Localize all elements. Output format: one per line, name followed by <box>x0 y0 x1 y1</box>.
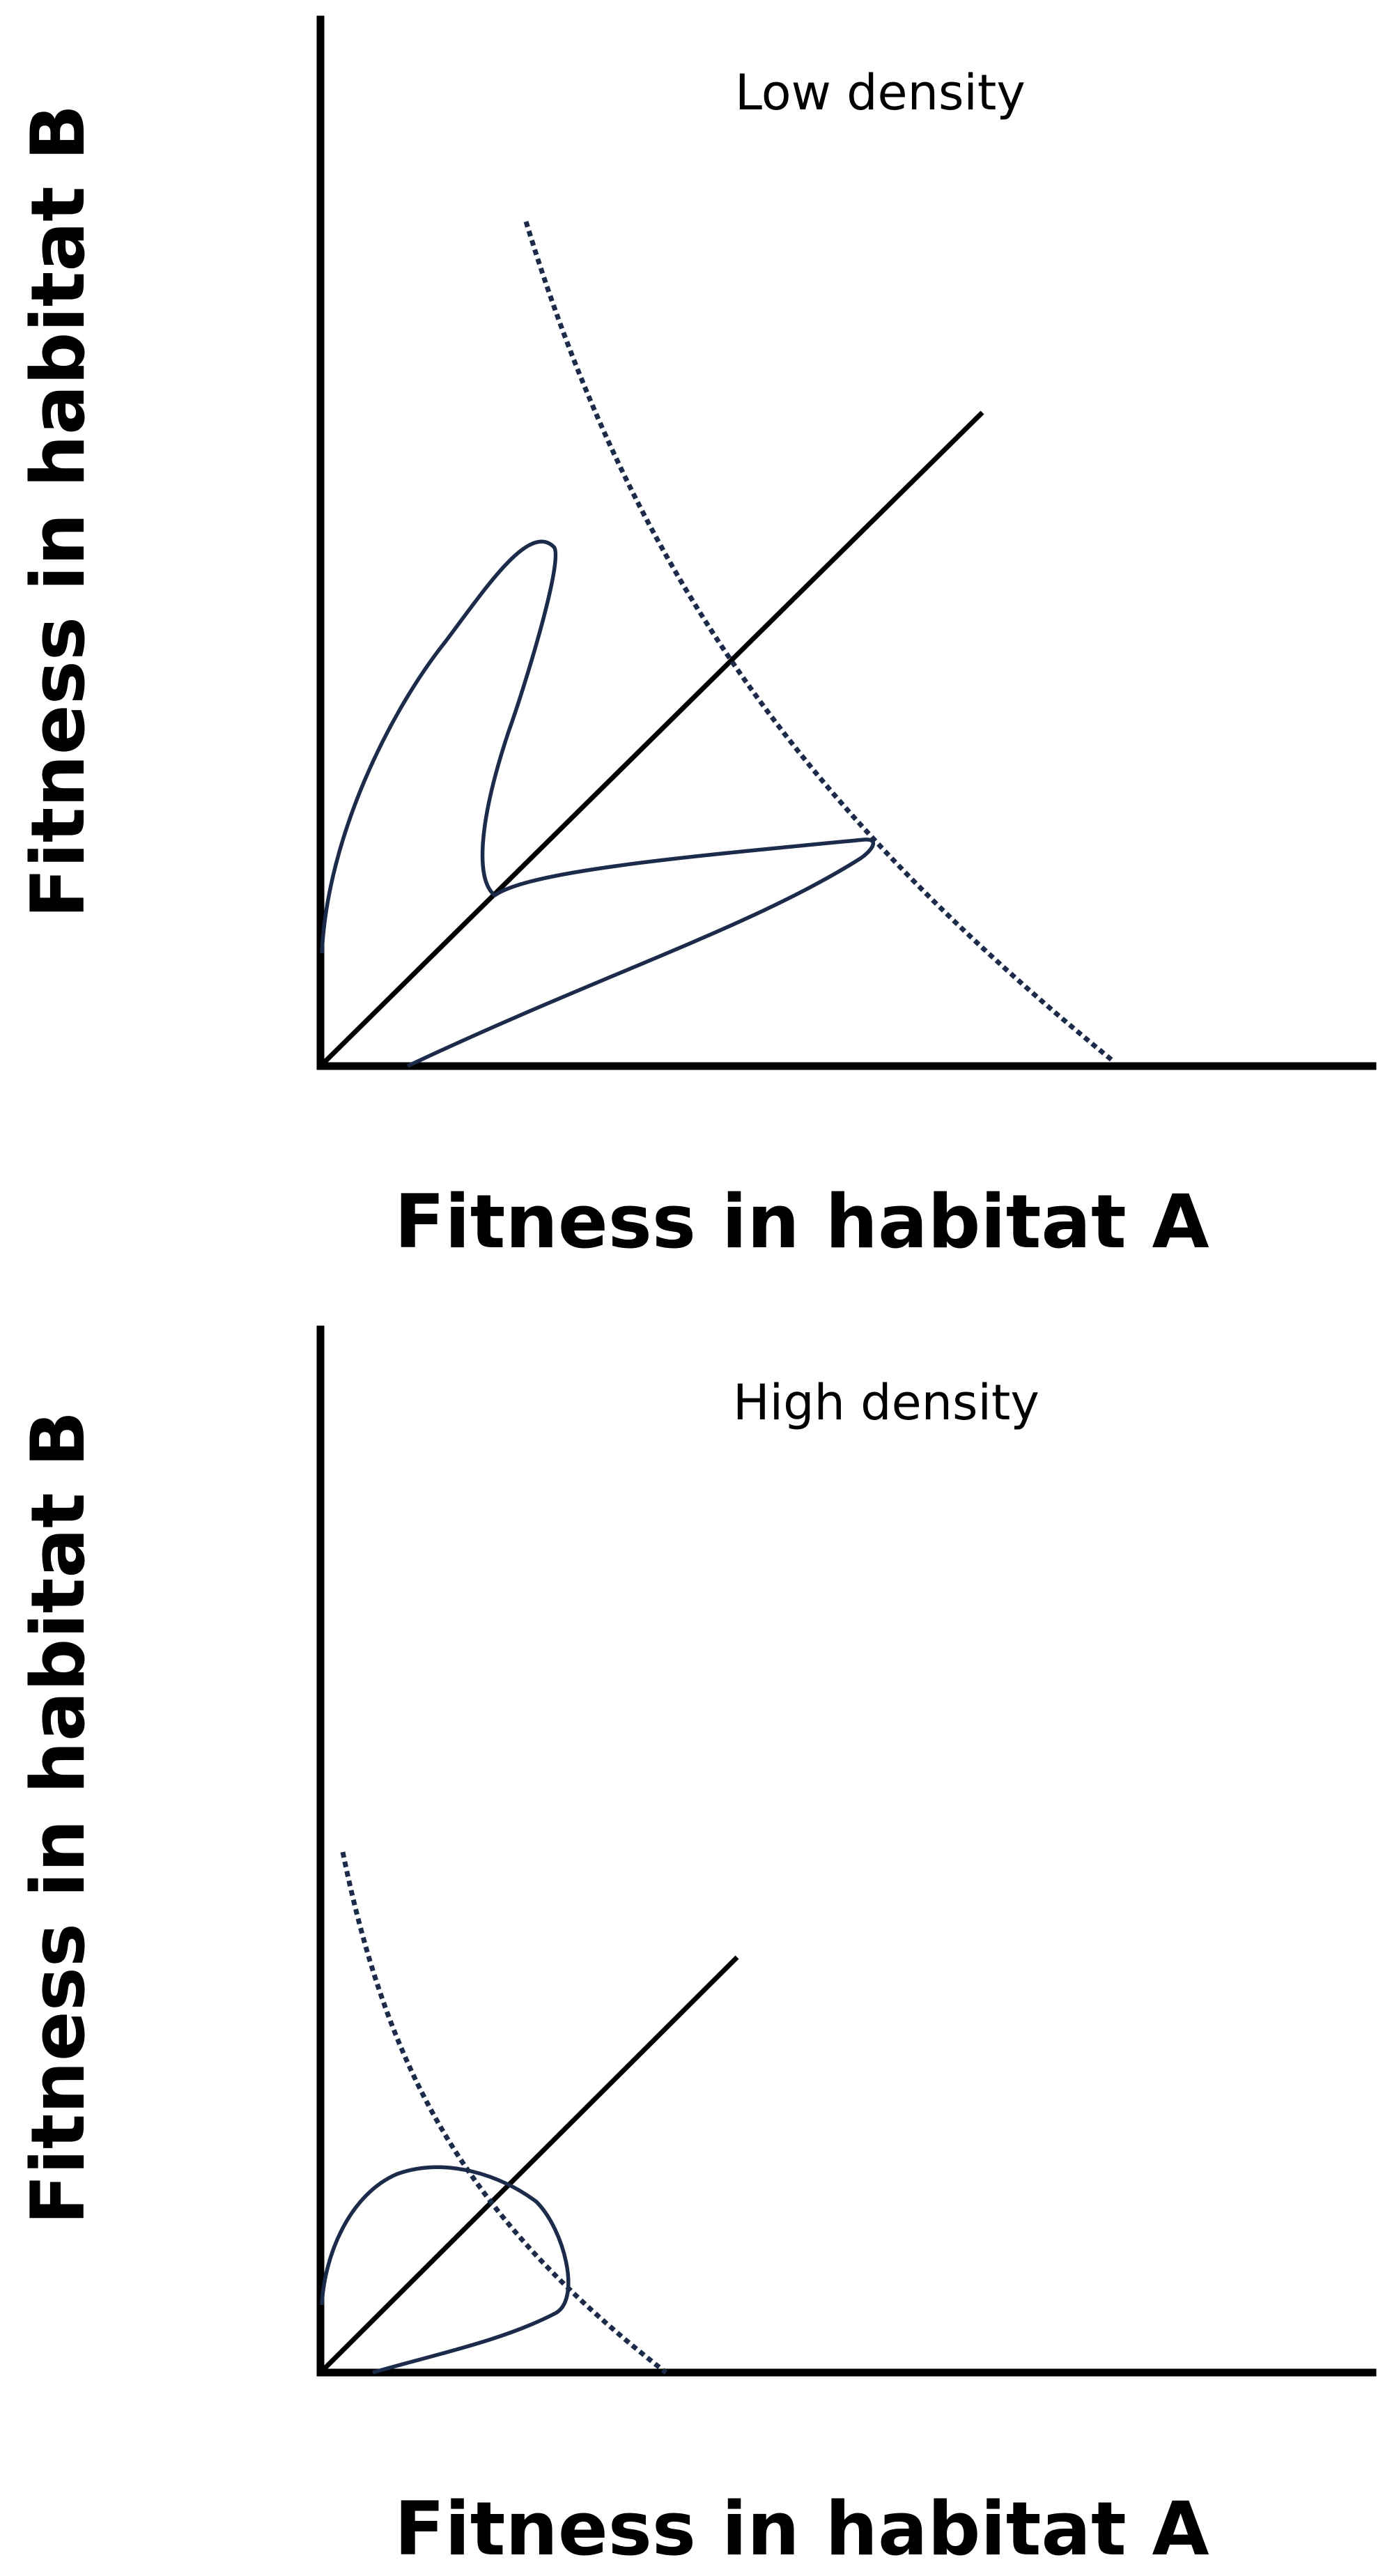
dotted-isocline <box>340 1851 668 2375</box>
fitness-set-curve <box>320 2165 571 2375</box>
y-axis-label: Fitness in habitat B <box>15 1410 101 2225</box>
diagonal-line <box>318 410 984 1068</box>
dotted-isocline <box>523 220 1115 1063</box>
density-label: Low density <box>735 64 1026 121</box>
fitness-set-curve <box>320 539 875 1068</box>
plot-area <box>316 15 1377 1070</box>
diagonal-line <box>318 1955 739 2375</box>
panel-low-density: Low density Fitness in habitat B Fitness… <box>15 15 1377 1265</box>
x-axis-label: Fitness in habitat A <box>394 1179 1209 1265</box>
density-label: High density <box>733 1374 1039 1431</box>
panel-high-density: High density Fitness in habitat B Fitnes… <box>0 1296 1392 2576</box>
plot-area <box>316 1325 1377 2377</box>
y-axis-label: Fitness in habitat B <box>15 104 101 918</box>
x-axis-label: Fitness in habitat A <box>394 2486 1209 2572</box>
